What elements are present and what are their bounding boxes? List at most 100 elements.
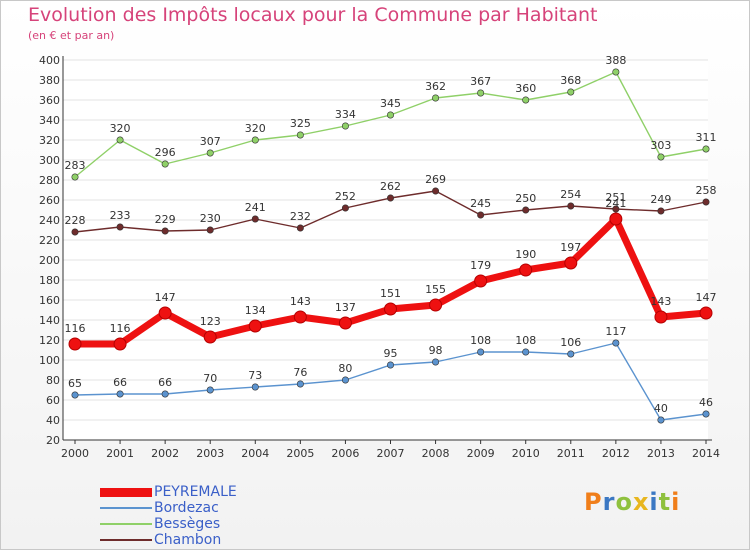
data-point: [293, 310, 307, 324]
data-point: [161, 390, 169, 398]
data-point: [657, 153, 665, 161]
data-label: 95: [384, 347, 398, 360]
chart-title: Evolution des Impôts locaux pour la Comm…: [28, 4, 598, 26]
proxiti-logo: Proxiti: [584, 488, 681, 516]
data-point: [251, 136, 259, 144]
y-tick-label: 260: [39, 194, 60, 207]
plot-area: [63, 60, 708, 440]
data-label: 116: [65, 322, 86, 335]
x-tick-label: 2004: [241, 447, 269, 460]
x-tick-label: 2006: [331, 447, 359, 460]
data-point: [522, 206, 530, 214]
data-point: [702, 198, 710, 206]
data-label: 143: [290, 295, 311, 308]
data-point: [296, 380, 304, 388]
data-label: 108: [470, 334, 491, 347]
x-tick-label: 2008: [422, 447, 450, 460]
data-point: [116, 390, 124, 398]
data-label: 320: [110, 122, 131, 135]
y-tick-label: 280: [39, 174, 60, 187]
y-tick-label: 360: [39, 94, 60, 107]
data-point: [702, 410, 710, 418]
data-label: 137: [335, 301, 356, 314]
data-point: [113, 337, 127, 351]
data-point: [432, 187, 440, 195]
data-label: 116: [110, 322, 131, 335]
data-label: 147: [155, 291, 176, 304]
data-point: [612, 339, 620, 347]
y-tick-label: 120: [39, 334, 60, 347]
data-label: 108: [515, 334, 536, 347]
chart-subtitle: (en € et par an): [28, 29, 115, 42]
data-point: [657, 416, 665, 424]
data-point: [296, 131, 304, 139]
x-tick-label: 2001: [106, 447, 134, 460]
y-tick-label: 380: [39, 74, 60, 87]
x-tick-label: 2005: [286, 447, 314, 460]
data-label: 362: [425, 80, 446, 93]
data-label: 232: [290, 210, 311, 223]
data-label: 117: [605, 325, 626, 338]
data-point: [161, 160, 169, 168]
data-point: [564, 256, 578, 270]
data-label: 66: [113, 376, 127, 389]
data-point: [384, 302, 397, 316]
data-label: 147: [696, 291, 717, 304]
x-tick-label: 2003: [196, 447, 224, 460]
data-point: [567, 88, 575, 96]
data-label: 249: [650, 193, 671, 206]
y-tick-label: 240: [39, 214, 60, 227]
y-tick-label: 20: [46, 434, 60, 447]
y-tick-label: 60: [46, 394, 60, 407]
y-tick-label: 140: [39, 314, 60, 327]
data-point: [158, 306, 172, 320]
data-point: [477, 211, 485, 219]
legend-label: Bessèges: [154, 516, 221, 532]
data-point: [522, 348, 530, 356]
legend-label: PEYREMALE: [154, 484, 237, 500]
x-tick-label: 2000: [61, 447, 89, 460]
data-label: 134: [245, 304, 266, 317]
data-label: 151: [380, 287, 401, 300]
x-tick-label: 2009: [467, 447, 495, 460]
data-point: [567, 202, 575, 210]
y-tick-label: 200: [39, 254, 60, 267]
data-label: 307: [200, 135, 221, 148]
data-label: 80: [338, 362, 352, 375]
data-point: [206, 386, 214, 394]
y-tick-label: 340: [39, 114, 60, 127]
y-tick-label: 220: [39, 234, 60, 247]
data-point: [612, 68, 620, 76]
data-label: 73: [248, 369, 262, 382]
x-tick-label: 2014: [692, 447, 720, 460]
data-label: 143: [650, 295, 671, 308]
data-point: [161, 227, 169, 235]
data-label: 197: [560, 241, 581, 254]
legend-label: Bordezac: [154, 500, 219, 516]
legend-swatch: [100, 539, 152, 541]
data-label: 296: [155, 146, 176, 159]
data-label: 320: [245, 122, 266, 135]
data-point: [654, 310, 668, 324]
data-point: [386, 194, 394, 202]
y-tick-label: 160: [39, 294, 60, 307]
data-point: [206, 226, 214, 234]
data-label: 241: [605, 197, 626, 210]
data-point: [609, 212, 623, 226]
data-point: [612, 205, 620, 213]
data-point: [341, 376, 349, 384]
data-label: 303: [650, 139, 671, 152]
x-tick-label: 2010: [512, 447, 540, 460]
data-label: 368: [560, 74, 581, 87]
y-tick-label: 400: [39, 54, 60, 67]
data-label: 269: [425, 173, 446, 186]
data-label: 334: [335, 108, 356, 121]
data-point: [68, 337, 82, 351]
data-label: 40: [654, 402, 668, 415]
data-label: 325: [290, 117, 311, 130]
data-point: [657, 207, 665, 215]
data-label: 233: [110, 209, 131, 222]
y-tick-label: 40: [46, 414, 60, 427]
data-label: 98: [429, 344, 443, 357]
data-label: 252: [335, 190, 356, 203]
